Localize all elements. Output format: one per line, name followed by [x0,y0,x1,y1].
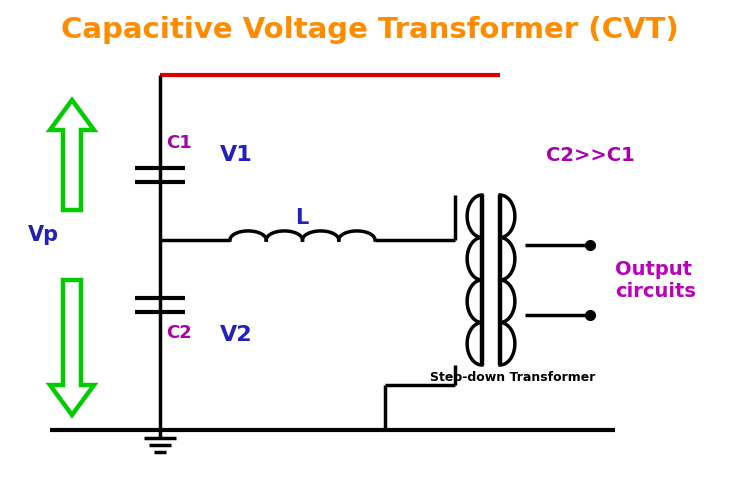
Text: Step-down Transformer: Step-down Transformer [430,370,595,383]
Text: Output
circuits: Output circuits [615,260,696,300]
Text: V2: V2 [220,325,253,345]
Text: C2: C2 [166,324,192,342]
Text: Vp: Vp [28,225,59,245]
Text: V1: V1 [220,145,253,165]
Text: Capacitive Voltage Transformer (CVT): Capacitive Voltage Transformer (CVT) [61,16,679,44]
Text: C2>>C1: C2>>C1 [545,145,634,164]
Text: L: L [296,208,308,228]
Text: C1: C1 [166,134,192,152]
